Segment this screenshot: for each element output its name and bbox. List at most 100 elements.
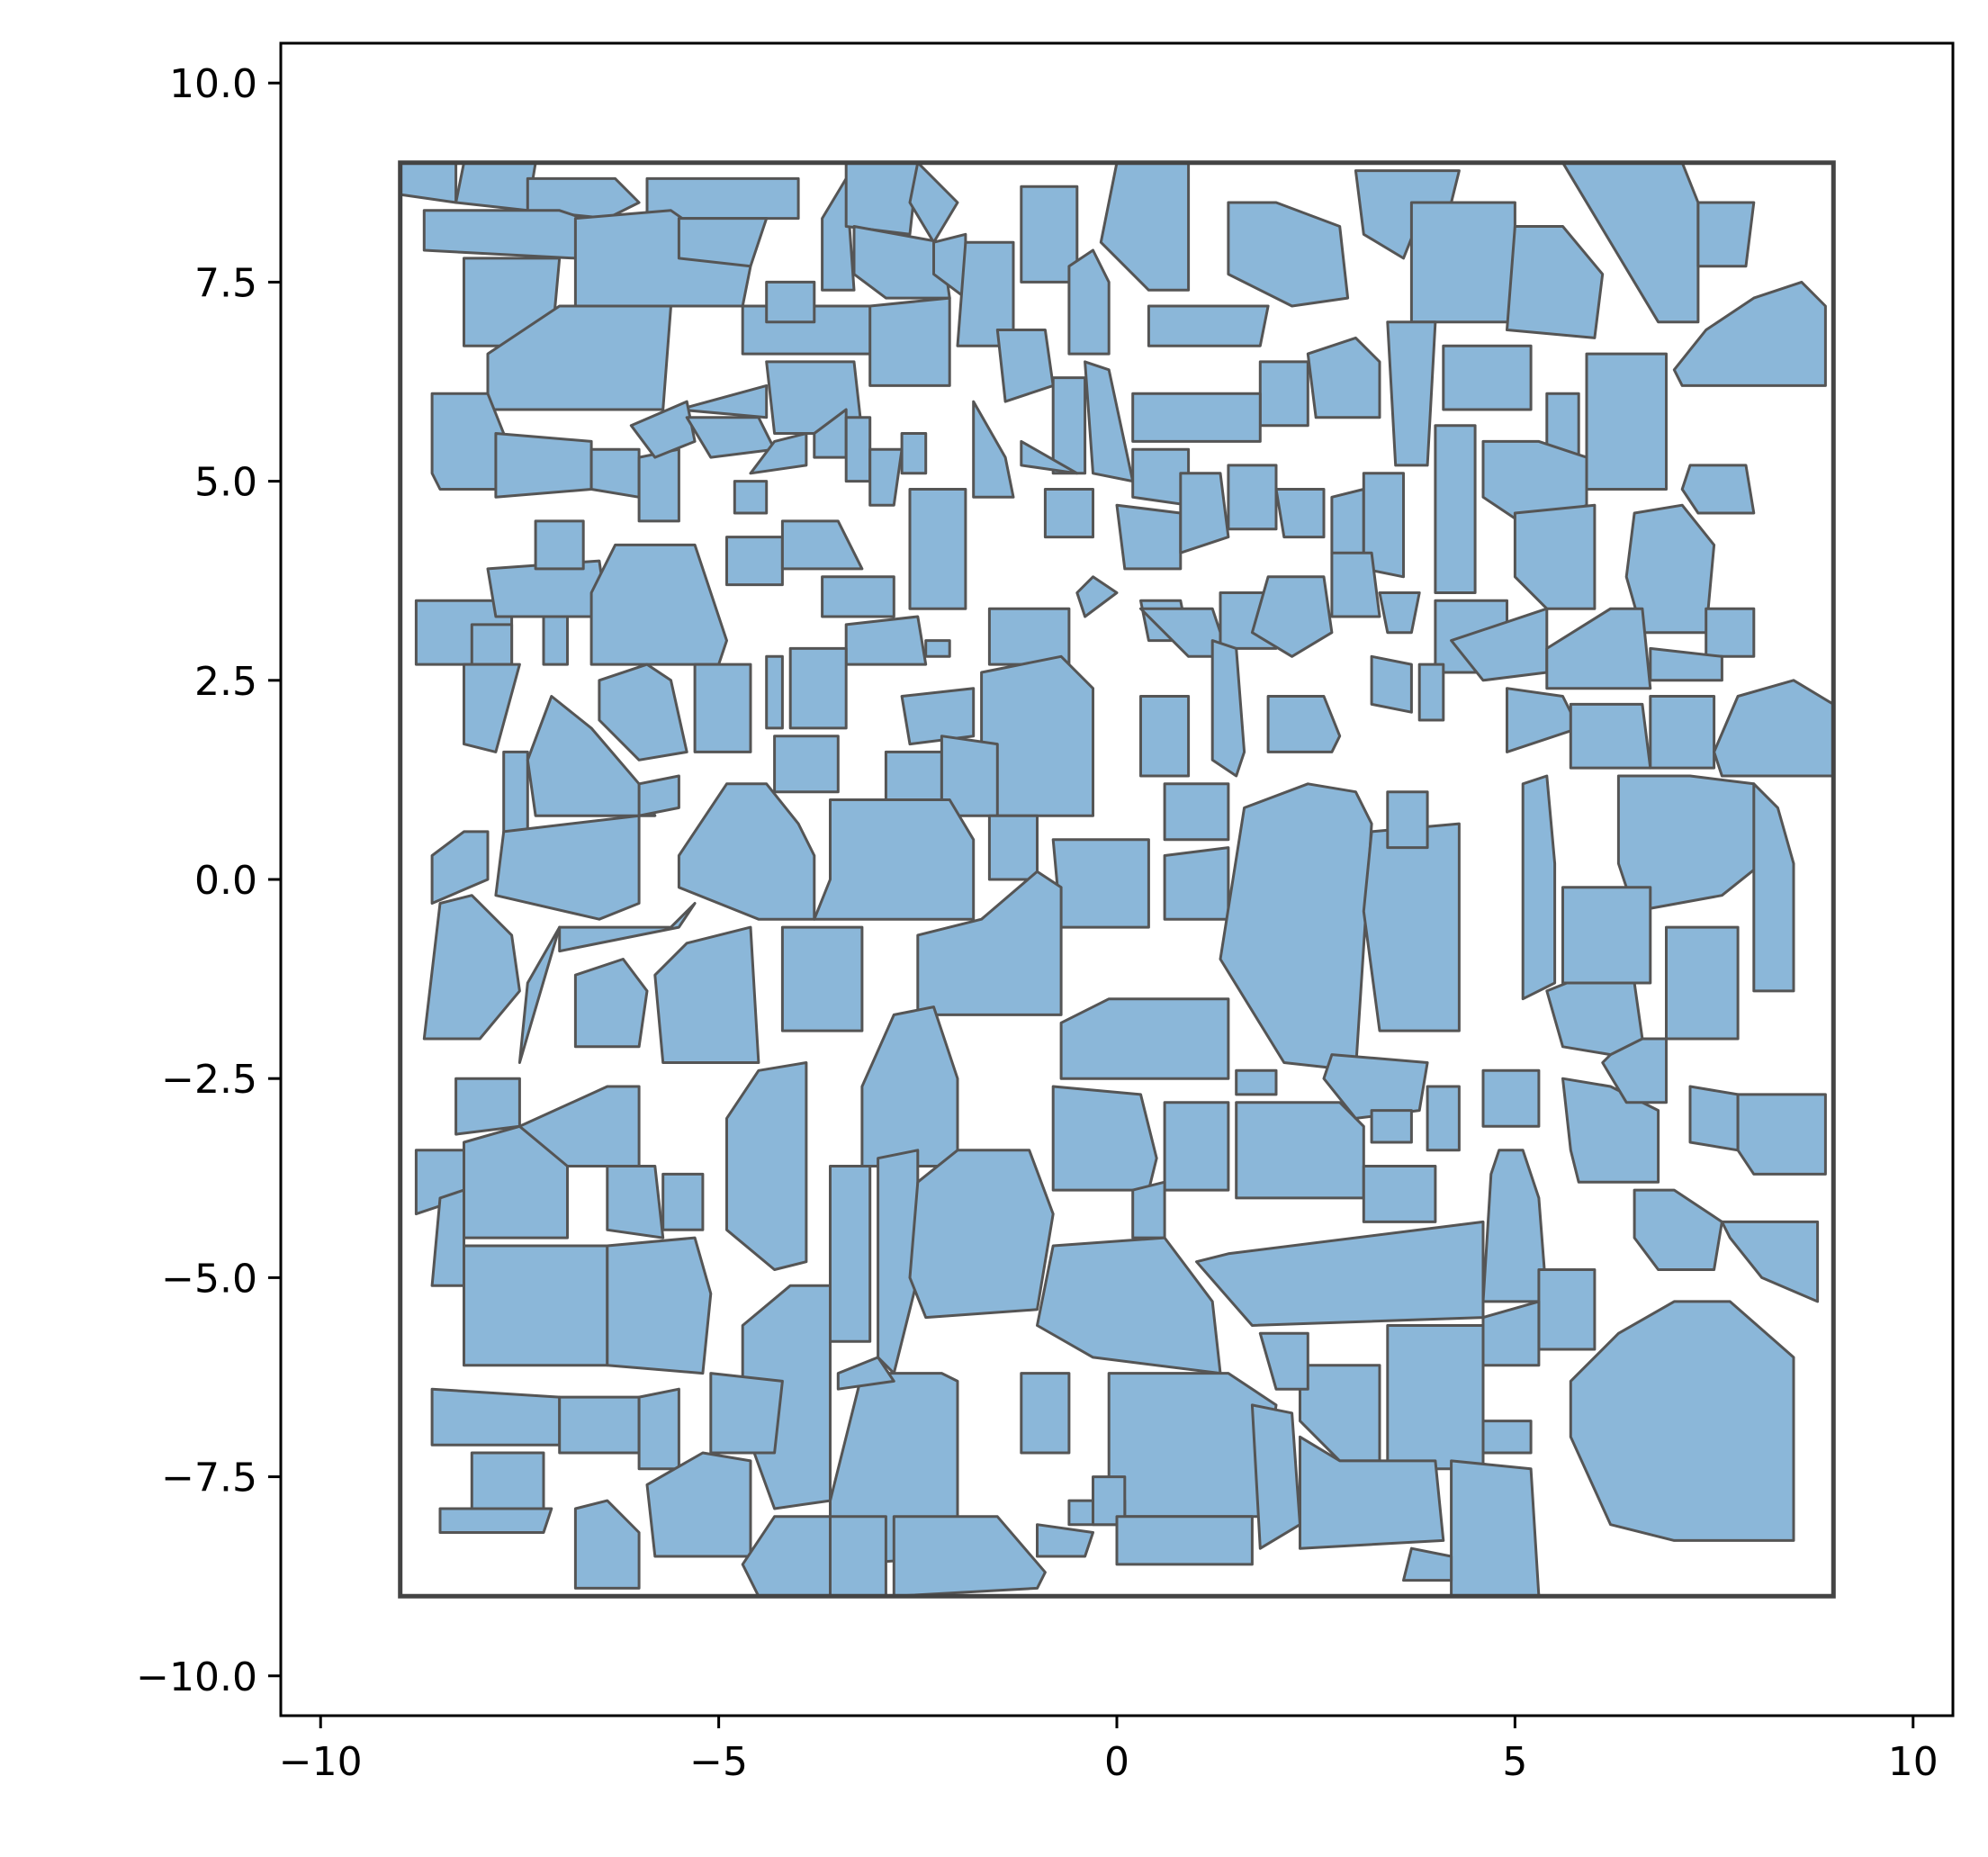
polygon-170 <box>1195 1220 1485 1327</box>
polygon-26 <box>1147 304 1270 347</box>
polygon-196 <box>829 1515 887 1598</box>
polygon-198 <box>1107 1372 1278 1519</box>
polygon-125 <box>1521 774 1557 1001</box>
polygon-57 <box>1043 488 1094 539</box>
polygon-17 <box>765 280 816 324</box>
polygon-171 <box>1362 1165 1437 1223</box>
polygon-151 <box>1561 886 1652 985</box>
polygon-189 <box>438 1507 553 1534</box>
polygon-65 <box>1434 424 1477 594</box>
polygon-121 <box>1163 846 1230 921</box>
container-boundary <box>398 160 1836 1599</box>
polygon-192 <box>709 1372 784 1455</box>
polygon-146 <box>1426 1085 1461 1152</box>
polygon-115 <box>637 774 680 817</box>
x-axis: −10 −5 0 5 10 <box>279 1716 1939 1785</box>
polygon-61 <box>1227 464 1278 531</box>
polygon-84 <box>1250 575 1334 658</box>
polygon-150 <box>1545 973 1644 1057</box>
polygon-13 <box>852 225 951 300</box>
polygon-97 <box>788 646 848 730</box>
polygon-184 <box>1402 1546 1453 1582</box>
polygon-130 <box>422 894 521 1041</box>
polygon-43 <box>494 432 593 499</box>
polygon-122 <box>1219 782 1373 1072</box>
polygon-145 <box>1370 1109 1413 1144</box>
x-tick-label: −5 <box>689 1739 748 1785</box>
polygon-127 <box>1752 782 1795 993</box>
polygon-131 <box>558 902 697 953</box>
polygon-113 <box>502 750 529 842</box>
polygon-105 <box>1210 639 1246 778</box>
polygon-85 <box>1330 551 1381 618</box>
y-tick-label: −2.5 <box>161 1057 257 1103</box>
polygon-78 <box>844 615 928 666</box>
polygon-141 <box>1051 1085 1158 1192</box>
polygon-163 <box>606 1236 713 1375</box>
polygon-147 <box>1481 1068 1541 1128</box>
polygon-40 <box>1051 376 1087 475</box>
polygon-33 <box>1258 360 1309 428</box>
y-tick-label: 7.5 <box>194 260 257 306</box>
polygon-143 <box>1235 1101 1365 1200</box>
polygon-166 <box>877 1149 920 1375</box>
polygon-45 <box>637 447 680 523</box>
polygon-11 <box>844 161 920 236</box>
y-tick-label: 5.0 <box>194 460 257 506</box>
polygon-1 <box>399 161 458 204</box>
polygon-25 <box>1227 201 1350 308</box>
polygon-191 <box>645 1451 752 1558</box>
polygon-23 <box>1067 248 1111 356</box>
x-tick-label: 0 <box>1104 1739 1129 1785</box>
polygon-52 <box>868 447 904 507</box>
polygon-167 <box>908 1149 1055 1320</box>
polygon-35 <box>1386 320 1437 467</box>
y-tick-label: −10.0 <box>136 1654 257 1700</box>
polygon-80 <box>1075 575 1119 618</box>
polygon-194 <box>836 1356 895 1391</box>
polygon-153 <box>1688 1085 1740 1152</box>
polygon-67 <box>1680 464 1756 515</box>
polygon-129 <box>494 814 641 921</box>
polygon-201 <box>1036 1523 1094 1558</box>
polygon-162 <box>463 1244 609 1367</box>
polygon-111 <box>1649 695 1716 770</box>
polygon-181 <box>1299 1435 1445 1550</box>
polygon-73 <box>534 519 585 571</box>
polygon-51 <box>844 416 872 483</box>
polygon-62 <box>1274 488 1326 539</box>
polygon-118 <box>987 814 1039 881</box>
polygon-135 <box>780 925 864 1032</box>
polygon-55 <box>972 400 1015 499</box>
polygon-2 <box>454 161 537 212</box>
polygon-104 <box>1139 695 1191 778</box>
polygon-94 <box>598 663 688 762</box>
polygon-59 <box>1115 503 1183 571</box>
polygon-56 <box>1020 439 1079 475</box>
polygon-42 <box>430 392 506 491</box>
polygon-96 <box>765 654 784 730</box>
polygon-18 <box>868 296 951 387</box>
polygon-123 <box>1362 822 1461 1032</box>
polygon-95 <box>693 663 752 753</box>
polygon-142 <box>1163 1101 1230 1192</box>
polygon-182 <box>1481 1420 1533 1455</box>
polygon-90 <box>1649 646 1723 682</box>
polygon-64 <box>1362 472 1405 579</box>
polygon-75 <box>725 536 784 587</box>
polygon-187 <box>637 1387 680 1471</box>
polygon-63 <box>1330 488 1365 563</box>
polygon-126 <box>1616 774 1764 913</box>
polygon-128 <box>430 830 490 905</box>
polygon-110 <box>1569 702 1652 770</box>
polygon-165 <box>829 1165 872 1343</box>
polygon-54 <box>908 488 967 610</box>
polygon-108 <box>1417 663 1445 722</box>
polygon-117 <box>813 798 976 921</box>
polygon-178 <box>1386 1324 1485 1471</box>
polygon-106 <box>1266 695 1342 753</box>
polygon-185 <box>430 1387 562 1447</box>
polygon-20 <box>677 383 769 419</box>
polygon-174 <box>1720 1220 1820 1303</box>
